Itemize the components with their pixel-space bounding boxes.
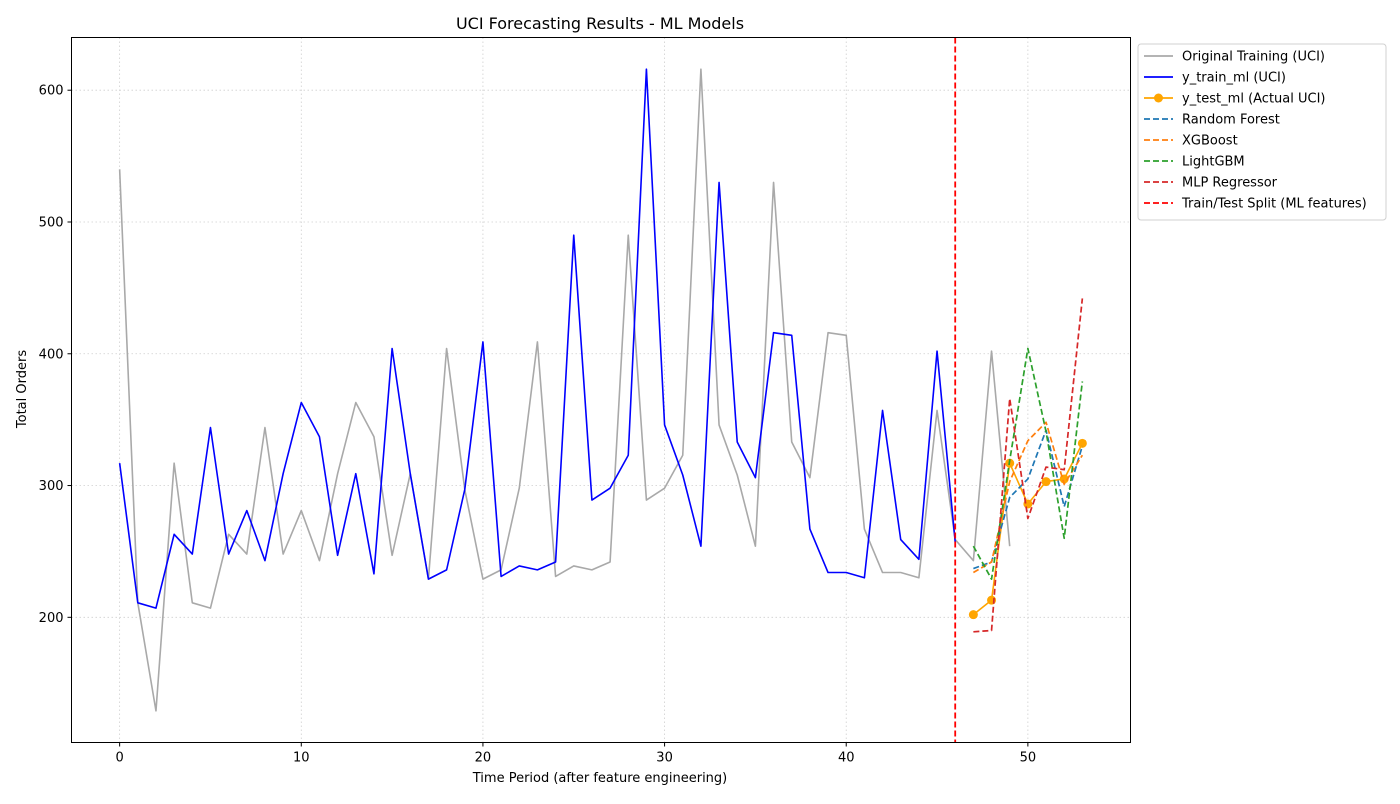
data-point-marker xyxy=(1041,477,1051,487)
y-axis-label: Total Orders xyxy=(15,350,30,429)
legend-label: LightGBM xyxy=(1182,155,1245,170)
data-point-marker xyxy=(1077,438,1087,448)
y-tick-label: 400 xyxy=(39,347,64,362)
legend-box xyxy=(1137,43,1387,221)
x-tick-label: 40 xyxy=(838,751,855,766)
data-point-marker xyxy=(968,610,978,620)
series-lines xyxy=(118,68,1087,712)
grid-lines xyxy=(71,37,1131,743)
legend-label: XGBoost xyxy=(1182,134,1238,149)
y-tick-label: 300 xyxy=(39,479,64,494)
x-tick-label: 50 xyxy=(1020,751,1037,766)
chart-title: UCI Forecasting Results - ML Models xyxy=(456,14,744,33)
legend-label: y_train_ml (UCI) xyxy=(1182,71,1286,86)
series-line-4 xyxy=(972,421,1084,574)
y-tick-label: 500 xyxy=(39,215,64,230)
x-axis-label: Time Period (after feature engineering) xyxy=(472,771,728,786)
legend-label: Train/Test Split (ML features) xyxy=(1181,197,1367,212)
legend-label: MLP Regressor xyxy=(1182,176,1278,191)
legend-label: Original Training (UCI) xyxy=(1182,50,1325,65)
y-tick-label: 600 xyxy=(39,84,64,99)
legend: Original Training (UCI) y_train_ml (UCI) y… xyxy=(1137,43,1387,221)
x-tick-label: 0 xyxy=(115,751,123,766)
series-line-0 xyxy=(118,68,1011,712)
series-line-5 xyxy=(972,347,1084,580)
plot-frame xyxy=(71,37,1131,743)
y-tick-label: 200 xyxy=(39,611,64,626)
legend-marker xyxy=(1154,93,1163,103)
series-line-1 xyxy=(118,68,957,609)
legend-label: Random Forest xyxy=(1182,113,1280,128)
axis-ticks: 0 10 20 30 40 50 200 300 400 500 600 xyxy=(39,84,1036,766)
legend-label: y_test_ml (Actual UCI) xyxy=(1182,92,1326,107)
x-tick-label: 30 xyxy=(656,751,673,766)
x-tick-label: 10 xyxy=(293,751,310,766)
series-line-6 xyxy=(973,298,1084,633)
x-tick-label: 20 xyxy=(475,751,492,766)
